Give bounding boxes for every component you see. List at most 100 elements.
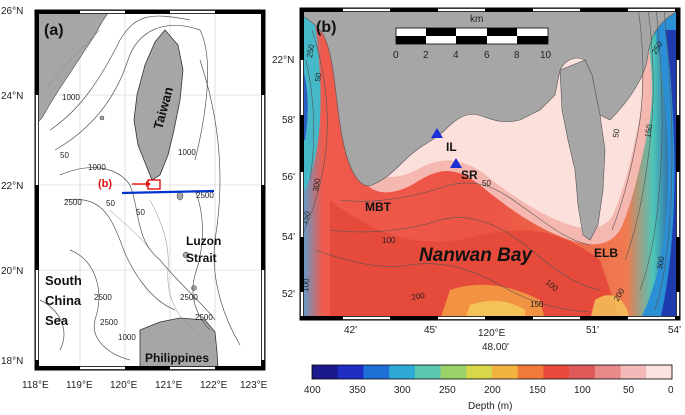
colorbar-cell bbox=[517, 365, 544, 379]
station-il-marker bbox=[431, 128, 443, 138]
scale-label: 0 bbox=[393, 50, 399, 61]
contour-label: 50 bbox=[482, 179, 491, 188]
colorbar-cell bbox=[440, 365, 467, 379]
china-label: China bbox=[45, 293, 82, 308]
contour-label: 300 bbox=[655, 255, 666, 270]
contour-label: 1000 bbox=[118, 333, 136, 342]
lon-tick: 51' bbox=[586, 325, 599, 336]
contour-label: 2500 bbox=[180, 293, 198, 302]
philippines-label: Philippines bbox=[145, 351, 209, 365]
scale-label: 6 bbox=[484, 50, 490, 61]
colorbar-cell bbox=[543, 365, 570, 379]
lon-tick: 119°E bbox=[66, 380, 93, 391]
panel-a-frame bbox=[34, 9, 266, 371]
land-north bbox=[299, 7, 681, 187]
scale-label: 8 bbox=[514, 50, 520, 61]
lon-tick: 122°E bbox=[200, 380, 228, 391]
lat-tick: 22°N bbox=[272, 55, 294, 66]
contour-label: 50 bbox=[313, 71, 324, 82]
contour-label: 1000 bbox=[178, 148, 196, 157]
colorbar-tick: 100 bbox=[574, 385, 591, 396]
colorbar-cell bbox=[466, 365, 493, 379]
colorbar-cell bbox=[569, 365, 596, 379]
colorbar-title: Depth (m) bbox=[468, 401, 512, 412]
colorbar-cell bbox=[363, 365, 390, 379]
lon-tick: 118°E bbox=[22, 380, 49, 391]
colorbar-tick: 0 bbox=[668, 385, 674, 396]
colorbar-cell bbox=[312, 365, 339, 379]
colorbar-tick: 150 bbox=[529, 385, 546, 396]
lon-tick: 42' bbox=[344, 325, 357, 336]
lat-tick: 20°N bbox=[1, 266, 23, 277]
scale-unit: km bbox=[470, 14, 483, 25]
station-mbt-label: MBT bbox=[365, 200, 392, 214]
colorbar-cell bbox=[389, 365, 416, 379]
contour-label: 300 bbox=[311, 177, 322, 192]
colorbar: 400 350 300 250 200 150 100 50 0 Depth (… bbox=[304, 364, 674, 412]
colorbar-cell bbox=[492, 365, 519, 379]
lon-sub-label: 48.00' bbox=[482, 342, 509, 353]
panel-a: 1000 50 50 1000 2500 1000 2500 2500 2500… bbox=[1, 6, 268, 391]
luzon-label: Luzon bbox=[186, 234, 221, 248]
contour-label: 1000 bbox=[88, 163, 106, 172]
contour-label: 100 bbox=[382, 236, 396, 245]
contour-label: 2500 bbox=[100, 318, 118, 327]
strait-label: Strait bbox=[186, 251, 217, 265]
contour-label: 50 bbox=[611, 127, 622, 138]
lat-tick: 58' bbox=[282, 115, 295, 126]
contour-label: 150 bbox=[530, 300, 544, 309]
colorbar-tick: 200 bbox=[484, 385, 501, 396]
lon-tick: 54' bbox=[668, 325, 681, 336]
lon-tick: 120°E bbox=[478, 328, 506, 339]
sea-label: Sea bbox=[45, 313, 69, 328]
panel-b-label: (b) bbox=[316, 19, 336, 36]
lat-tick: 24°N bbox=[1, 91, 23, 102]
station-il-label: IL bbox=[446, 140, 457, 154]
inset-label: (b) bbox=[98, 178, 112, 190]
lat-tick: 54' bbox=[282, 232, 295, 243]
lon-tick: 120°E bbox=[110, 380, 138, 391]
bay-title: Nanwan Bay bbox=[419, 245, 533, 266]
colorbar-tick: 400 bbox=[304, 385, 321, 396]
contour-label: 50 bbox=[136, 208, 145, 217]
panel-b-frame bbox=[299, 7, 681, 321]
scale-label: 10 bbox=[540, 50, 552, 61]
land-peninsula bbox=[559, 59, 606, 241]
contour-label: 1000 bbox=[62, 93, 80, 102]
panel-a-label: (a) bbox=[44, 22, 64, 39]
colorbar-cell bbox=[620, 365, 647, 379]
contour-label: 2500 bbox=[196, 191, 214, 200]
station-sr-label: SR bbox=[461, 168, 478, 182]
station-sr-marker bbox=[450, 158, 462, 168]
colorbar-tick: 250 bbox=[439, 385, 456, 396]
lat-tick: 22°N bbox=[1, 181, 23, 192]
scale-label: 2 bbox=[423, 50, 429, 61]
colorbar-cell bbox=[594, 365, 622, 379]
contour-label: 2500 bbox=[64, 198, 82, 207]
panel-b: 50 100 150 100 150 200 250 300 50 100 15… bbox=[272, 7, 681, 353]
lat-tick: 26°N bbox=[1, 6, 23, 17]
contour-label: 250 bbox=[305, 43, 316, 58]
transect-line bbox=[121, 189, 215, 195]
contour-label: 200 bbox=[411, 291, 426, 302]
contour-label: 2500 bbox=[94, 293, 112, 302]
lat-tick: 52' bbox=[282, 289, 295, 300]
station-elb-label: ELB bbox=[594, 246, 618, 260]
lon-tick: 45' bbox=[424, 325, 437, 336]
contour-label: 150 bbox=[643, 123, 654, 138]
contour-label: 2500 bbox=[195, 313, 213, 322]
contour-label: 100 bbox=[301, 278, 311, 293]
colorbar-tick: 50 bbox=[623, 385, 635, 396]
lat-tick: 56' bbox=[282, 172, 295, 183]
colorbar-tick: 300 bbox=[394, 385, 411, 396]
lat-tick: 18°N bbox=[1, 356, 23, 367]
colorbar-cell bbox=[414, 365, 442, 379]
scale-bar: km 0 2 4 6 8 10 bbox=[393, 14, 552, 61]
colorbar-tick: 350 bbox=[349, 385, 366, 396]
colorbar-cell bbox=[337, 365, 364, 379]
lon-tick: 123°E bbox=[240, 380, 268, 391]
contour-label: 50 bbox=[106, 199, 115, 208]
lon-tick: 121°E bbox=[155, 380, 183, 391]
scale-label: 4 bbox=[453, 50, 459, 61]
